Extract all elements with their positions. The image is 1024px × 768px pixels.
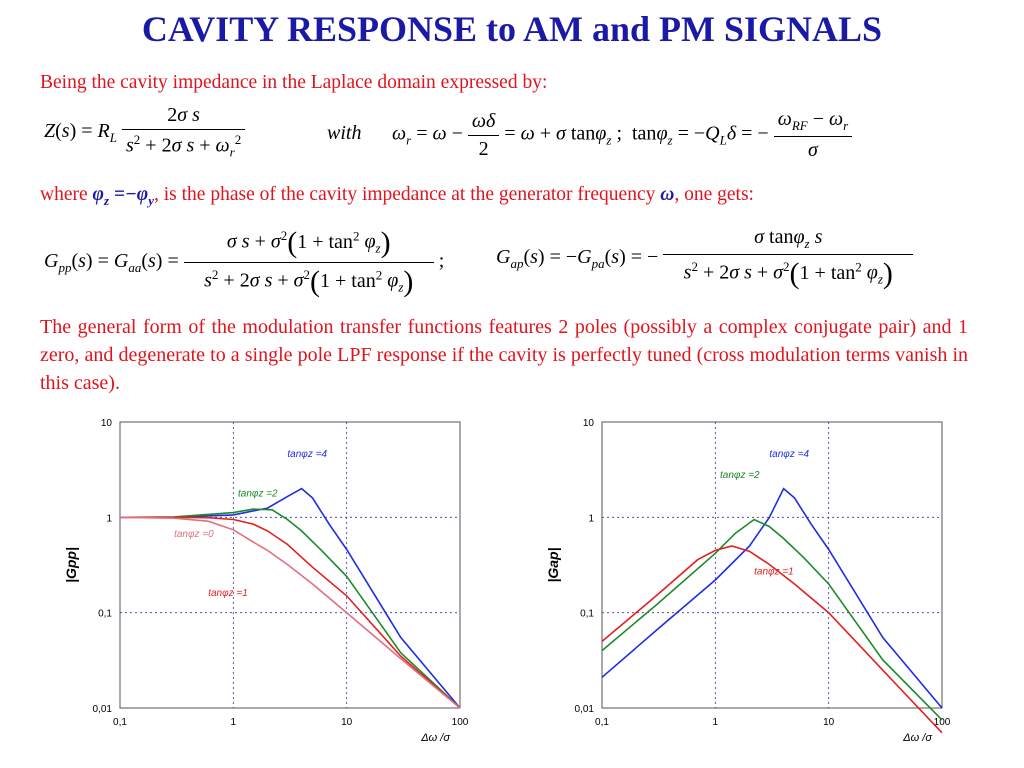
series-line xyxy=(119,487,461,709)
y-tick-label: 0,1 xyxy=(98,609,112,620)
impedance-equation: Z(s) = RL 2σ s s2 + 2σ s + ωr2 xyxy=(44,104,246,161)
series-line xyxy=(601,518,943,721)
y-tick-label: 10 xyxy=(583,418,595,429)
series-label: tanφz =2 xyxy=(238,489,278,500)
y-tick-label: 0,01 xyxy=(575,704,595,715)
series-label: tanφz =2 xyxy=(720,470,760,481)
x-axis-label: Δω /σ xyxy=(420,732,450,744)
series-line xyxy=(120,516,461,709)
series-label: tanφz =0 xyxy=(174,529,214,540)
x-tick-label: 100 xyxy=(452,717,469,728)
series-line xyxy=(601,545,943,734)
series-line xyxy=(601,487,943,709)
body-paragraph: The general form of the modulation trans… xyxy=(40,316,968,394)
y-tick-label: 0,1 xyxy=(580,609,594,620)
series-label: tanφz =1 xyxy=(208,588,248,599)
plot-frame xyxy=(601,421,943,709)
y-tick-label: 1 xyxy=(106,513,112,524)
x-tick-label: 100 xyxy=(934,717,951,728)
x-tick-label: 10 xyxy=(823,717,835,728)
gpp-equation: Gpp(s) = Gaa(s) = σ s + σ2(1 + tan2 φz) s… xyxy=(44,226,445,298)
series-label: tanφz =1 xyxy=(754,567,794,578)
with-label: with xyxy=(327,122,362,144)
slide-title: CAVITY RESPONSE to AM and PM SIGNALS xyxy=(141,9,883,49)
y-tick-label: 1 xyxy=(588,513,594,524)
y-tick-label: 0,01 xyxy=(93,704,113,715)
x-tick-label: 0,1 xyxy=(113,717,127,728)
phase-sentence: where φz =−φy, is the phase of the cavit… xyxy=(40,184,754,208)
x-axis-label: Δω /σ xyxy=(902,732,932,744)
intro-text: Being the cavity impedance in the Laplac… xyxy=(40,72,548,93)
series-line xyxy=(119,516,461,709)
x-tick-label: 0,1 xyxy=(595,717,609,728)
x-tick-label: 1 xyxy=(231,717,237,728)
x-tick-label: 1 xyxy=(713,717,719,728)
resonance-equation: ωr = ω − ωδ 2 = ω + σ tanφz ; tanφz = −QL… xyxy=(392,108,853,162)
x-tick-label: 10 xyxy=(341,717,353,728)
y-axis-label: |Gpp| xyxy=(63,547,79,583)
y-tick-label: 10 xyxy=(101,418,113,429)
series-label: tanφz =4 xyxy=(287,449,327,460)
gap-equation: Gap(s) = −Gpa(s) = − σ tanφz s s2 + 2σ s … xyxy=(496,226,914,291)
series-line xyxy=(119,508,461,709)
y-axis-label: |Gap| xyxy=(545,547,561,582)
series-label: tanφz =4 xyxy=(769,449,809,460)
